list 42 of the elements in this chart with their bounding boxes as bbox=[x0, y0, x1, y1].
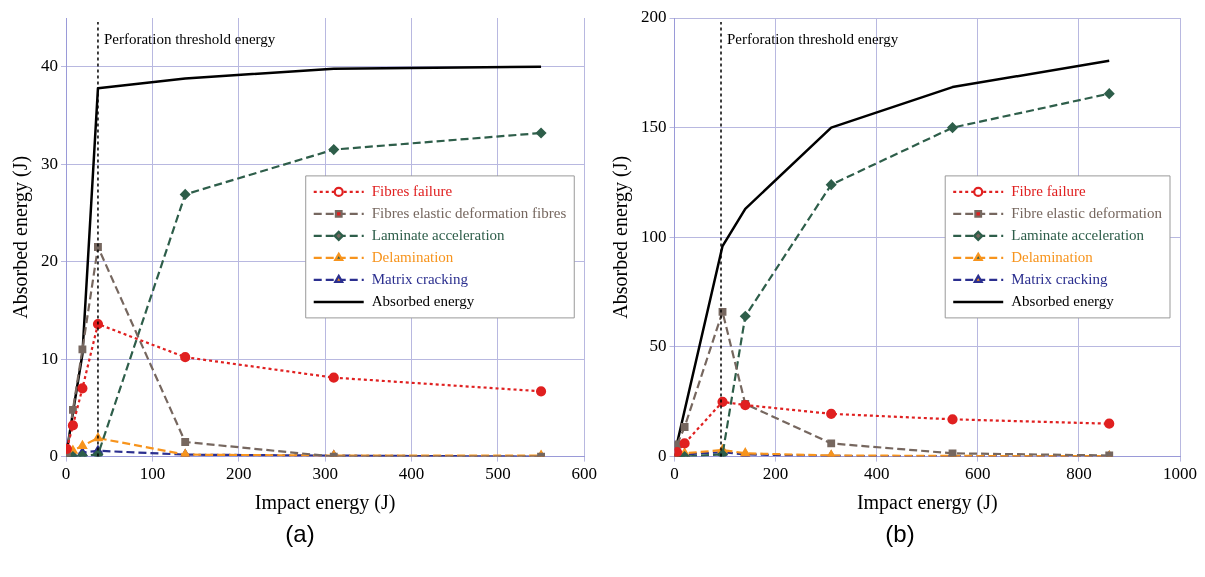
text: (a) bbox=[284, 520, 316, 548]
legend-label: Fibres elastic deformation fibres bbox=[371, 204, 567, 221]
text: (b) bbox=[884, 520, 916, 548]
y-tick-label: 200 bbox=[641, 7, 667, 27]
y-tick-label: 150 bbox=[641, 117, 667, 137]
x-tick-label: 500 bbox=[485, 464, 511, 484]
ref-line-label: Perforation threshold energy bbox=[103, 30, 276, 47]
y-axis-title: Absorbed energy (J) bbox=[609, 155, 633, 319]
y-tick-label: 20 bbox=[41, 251, 58, 271]
x-axis-title: Impact energy (J) bbox=[856, 491, 998, 515]
y-axis-title: Absorbed energy (J) bbox=[9, 155, 33, 319]
legend-label: Matrix cracking bbox=[1011, 270, 1108, 287]
y-tick-label: 30 bbox=[41, 153, 58, 173]
legend-label: Fibres failure bbox=[371, 182, 453, 199]
legend-label: Absorbed energy bbox=[1011, 292, 1115, 309]
x-tick-label: 400 bbox=[398, 464, 425, 484]
legend-label: Matrix cracking bbox=[371, 270, 469, 287]
legend-label: Fibre elastic deformation bbox=[1011, 204, 1163, 221]
y-tick-label: 40 bbox=[41, 56, 58, 76]
x-tick-label: 400 bbox=[863, 464, 890, 484]
x-tick-label: 800 bbox=[1066, 464, 1092, 484]
x-tick-label: 200 bbox=[762, 464, 789, 484]
x-tick-label: 1000 bbox=[1163, 464, 1197, 484]
x-tick-label: 200 bbox=[226, 464, 252, 484]
x-tick-label: 0 bbox=[61, 464, 71, 484]
legend-label: Delamination bbox=[371, 248, 454, 265]
y-tick-label: 0 bbox=[49, 446, 58, 466]
x-tick-label: 600 bbox=[571, 464, 597, 484]
x-axis-title: Impact energy (J) bbox=[254, 491, 396, 515]
x-tick-label: 100 bbox=[139, 464, 166, 484]
legend-label: Laminate acceleration bbox=[371, 226, 506, 243]
legend-label: Delamination bbox=[1011, 248, 1094, 265]
ref-line-label: Perforation threshold energy bbox=[727, 30, 899, 47]
y-tick-label: 0 bbox=[658, 446, 667, 466]
y-tick-label: 10 bbox=[41, 348, 58, 368]
x-tick-label: 300 bbox=[312, 464, 338, 484]
legend-label: Laminate acceleration bbox=[1011, 226, 1145, 243]
legend-label: Fibre failure bbox=[1011, 182, 1087, 199]
y-tick-label: 50 bbox=[649, 336, 667, 356]
y-tick-label: 100 bbox=[641, 226, 667, 246]
legend-label: Absorbed energy bbox=[371, 292, 475, 309]
x-tick-label: 600 bbox=[965, 464, 991, 484]
